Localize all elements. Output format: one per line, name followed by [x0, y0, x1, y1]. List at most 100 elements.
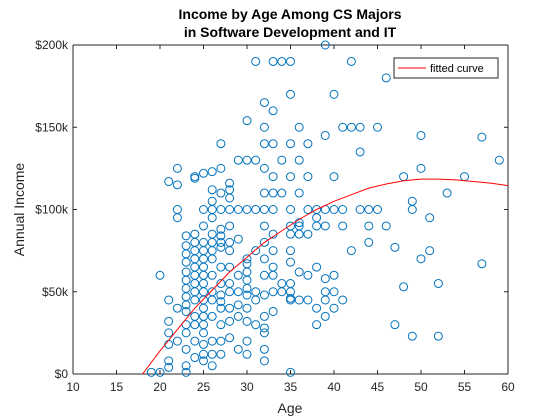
scatter-point	[312, 262, 322, 272]
scatter-point	[242, 283, 252, 293]
chart-title-line-1: Income by Age Among CS Majors	[179, 6, 402, 22]
scatter-point	[233, 155, 243, 165]
x-tick-label: 35	[284, 380, 298, 394]
scatter-point	[286, 229, 295, 239]
scatter-point	[416, 163, 426, 173]
scatter-point	[207, 167, 217, 177]
scatter-point	[164, 328, 174, 338]
scatter-point	[199, 356, 208, 366]
scatter-point	[225, 316, 235, 326]
scatter-point	[155, 270, 165, 280]
scatter-point	[329, 287, 339, 297]
scatter-point	[233, 287, 243, 297]
scatter-point	[346, 246, 356, 256]
scatter-point	[233, 270, 243, 280]
scatter-point	[164, 362, 174, 372]
scatter-point	[381, 221, 391, 231]
scatter-point	[190, 353, 200, 363]
scatter-point	[303, 270, 313, 280]
scatter-point	[286, 257, 295, 267]
scatter-point	[233, 234, 243, 244]
scatter-point	[303, 295, 313, 305]
scatter-point	[216, 139, 226, 149]
scatter-point	[346, 122, 356, 132]
scatter-point	[216, 290, 226, 300]
scatter-point	[207, 349, 217, 359]
scatter-point	[277, 188, 287, 198]
scatter-point	[320, 40, 330, 50]
scatter-point	[216, 231, 226, 241]
scatter-point	[181, 231, 191, 241]
scatter-point	[312, 303, 322, 313]
scatter-point	[268, 246, 278, 256]
scatter-point	[416, 130, 426, 140]
scatter-point	[225, 287, 235, 297]
scatter-point	[181, 344, 191, 354]
scatter-series	[146, 40, 504, 377]
scatter-point	[320, 274, 330, 284]
chart-title-line-2: in Software Development and IT	[184, 24, 397, 40]
scatter-point	[242, 254, 252, 264]
y-tick-label: $150k	[35, 120, 69, 134]
scatter-point	[364, 205, 374, 214]
scatter-point	[251, 155, 261, 165]
scatter-point	[320, 130, 330, 140]
scatter-point	[181, 367, 191, 377]
scatter-point	[190, 295, 200, 305]
legend: fitted curve	[393, 57, 499, 79]
scatter-point	[390, 320, 400, 330]
scatter-point	[338, 221, 348, 231]
scatter-point	[407, 331, 417, 341]
scatter-point	[355, 122, 365, 132]
scatter-point	[286, 246, 295, 256]
scatter-point	[207, 254, 217, 264]
y-tick-label: $200k	[35, 38, 69, 52]
scatter-point	[320, 221, 330, 231]
x-tick-label: 50	[414, 380, 428, 394]
scatter-point	[494, 155, 504, 165]
fitted-curve-line	[142, 178, 509, 375]
scatter-point	[259, 139, 269, 149]
y-axis-label: Annual Income	[11, 163, 27, 257]
scatter-point	[146, 367, 156, 377]
scatter-point	[233, 344, 243, 354]
scatter-point	[425, 246, 435, 256]
scatter-point	[181, 306, 191, 316]
scatter-point	[216, 336, 226, 346]
scatter-point	[303, 139, 313, 149]
scatter-point	[242, 290, 252, 300]
scatter-point	[207, 213, 217, 223]
scatter-point	[259, 270, 269, 280]
scatter-point	[286, 205, 295, 214]
scatter-point	[251, 205, 261, 214]
scatter-point	[355, 147, 365, 157]
scatter-point	[216, 297, 226, 307]
scatter-point	[164, 295, 174, 305]
x-tick-label: 45	[371, 380, 385, 394]
x-tick-label: 55	[458, 380, 472, 394]
scatter-point	[225, 205, 235, 214]
scatter-point	[251, 320, 261, 330]
scatter-point	[259, 163, 269, 173]
scatter-point	[294, 155, 304, 165]
scatter-point	[433, 279, 443, 289]
scatter-point	[407, 205, 417, 214]
x-tick-label: 40	[327, 380, 341, 394]
scatter-point	[216, 303, 226, 313]
scatter-point	[390, 242, 400, 252]
scatter-point	[190, 336, 200, 346]
scatter-point	[172, 180, 182, 190]
y-axis-ticks: $0 $50k $100k $150k $200k	[35, 38, 508, 381]
scatter-point	[259, 328, 269, 338]
scatter-point	[242, 155, 252, 165]
scatter-point	[199, 339, 208, 349]
scatter-point	[242, 349, 252, 359]
scatter-point	[259, 344, 269, 354]
x-axis-label: Age	[278, 400, 303, 416]
scatter-point	[338, 122, 348, 132]
scatter-point	[216, 242, 226, 252]
scatter-point	[477, 132, 487, 142]
scatter-point	[207, 185, 217, 195]
scatter-point	[286, 56, 295, 66]
